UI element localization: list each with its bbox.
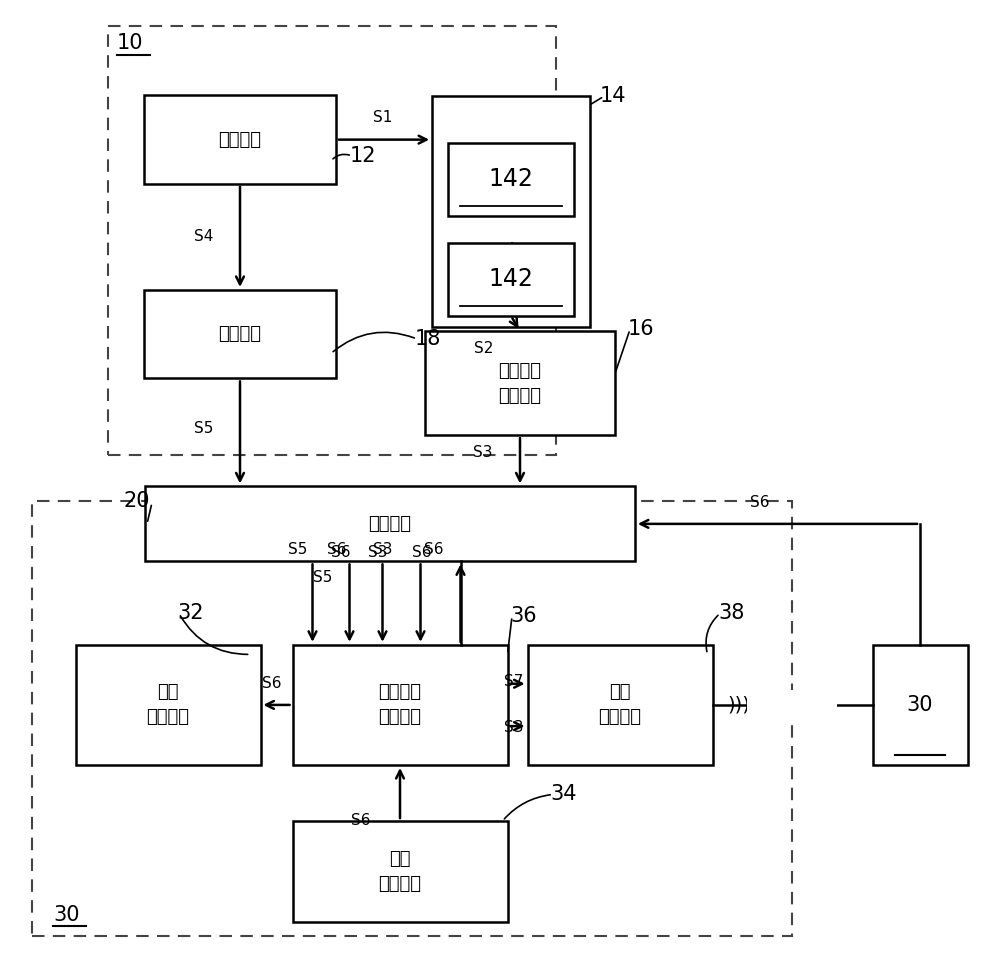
Text: S6: S6 (262, 676, 282, 691)
Bar (76, 645, 260, 765)
Text: S3: S3 (504, 720, 524, 736)
Text: S4: S4 (194, 229, 213, 245)
Text: ))): ))) (728, 695, 750, 715)
Text: 音频
播放单元: 音频 播放单元 (598, 684, 642, 726)
Text: 16: 16 (628, 320, 655, 339)
Text: 142: 142 (489, 268, 533, 291)
Text: S6: S6 (327, 541, 347, 557)
Text: S7: S7 (504, 673, 524, 689)
Bar (448, 143, 574, 216)
Text: 30: 30 (53, 905, 80, 924)
Bar (293, 645, 508, 765)
Text: 声音
接收装置: 声音 接收装置 (146, 684, 190, 726)
Text: 接口平台: 接口平台 (368, 515, 412, 533)
Text: 操作单元: 操作单元 (218, 131, 262, 148)
Bar (448, 243, 574, 316)
Text: ⋮: ⋮ (500, 243, 522, 262)
Text: 20: 20 (124, 491, 150, 510)
Bar (108, 26, 556, 455)
Text: 34: 34 (550, 785, 576, 804)
Text: 30: 30 (907, 695, 933, 715)
Text: 第一信号
处理单元: 第一信号 处理单元 (498, 362, 542, 404)
Text: . . .: . . . (777, 695, 808, 715)
Text: S3: S3 (373, 541, 392, 557)
Text: S6: S6 (351, 813, 370, 828)
Text: S6: S6 (412, 545, 432, 560)
Text: 语音
获取装置: 语音 获取装置 (378, 850, 422, 893)
Bar (145, 486, 635, 561)
Bar (144, 290, 336, 378)
Text: S6: S6 (750, 495, 770, 510)
Bar (144, 95, 336, 184)
Text: S3: S3 (368, 545, 388, 560)
Text: S1: S1 (373, 110, 393, 125)
Bar (293, 820, 508, 923)
Text: 控制单元: 控制单元 (218, 325, 262, 343)
Text: 第二信号
处理单元: 第二信号 处理单元 (378, 684, 422, 726)
Text: S6: S6 (330, 545, 350, 560)
Text: 14: 14 (600, 87, 626, 106)
Text: S3: S3 (474, 445, 493, 460)
Bar (747, 690, 837, 719)
Bar (528, 645, 712, 765)
Text: 10: 10 (117, 34, 144, 53)
Text: S5: S5 (288, 541, 308, 557)
Text: 18: 18 (415, 329, 441, 349)
Text: 12: 12 (350, 146, 376, 166)
Text: 142: 142 (489, 168, 533, 191)
Text: S6: S6 (424, 541, 443, 557)
Text: 38: 38 (718, 604, 744, 623)
Text: 36: 36 (510, 607, 537, 626)
Text: S2: S2 (474, 341, 493, 356)
Bar (432, 96, 590, 327)
Text: 32: 32 (177, 604, 204, 623)
Text: S5: S5 (313, 570, 332, 586)
Bar (32, 501, 792, 936)
Bar (425, 331, 615, 435)
Bar (872, 645, 968, 765)
Text: S5: S5 (194, 421, 213, 436)
